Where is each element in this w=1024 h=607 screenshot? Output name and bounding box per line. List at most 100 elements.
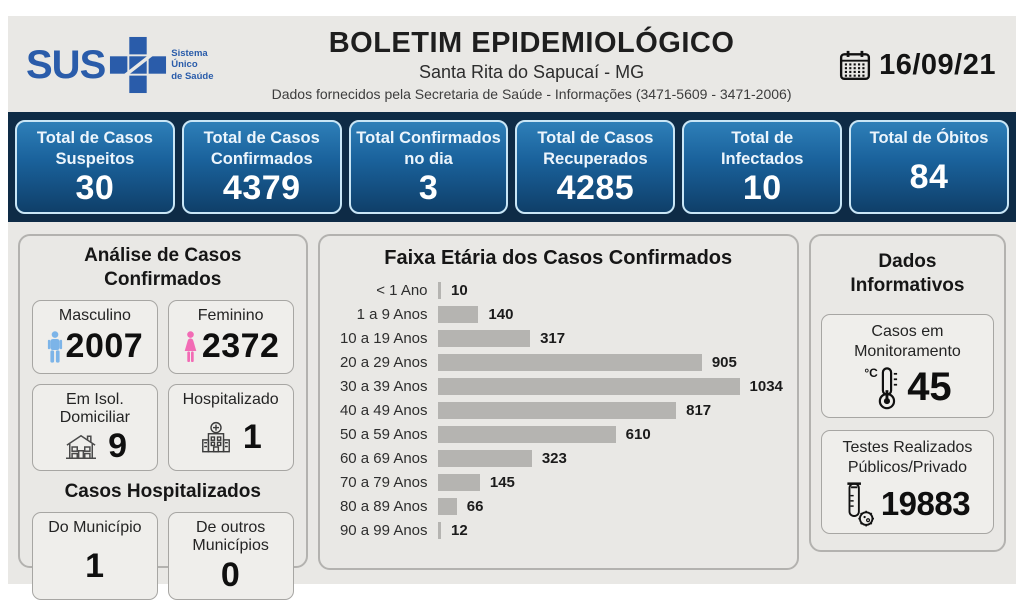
chart-bar [437, 450, 532, 467]
chart-value-label: 10 [451, 282, 468, 299]
sus-cross-icon [109, 34, 168, 96]
gender-cards: Masculino 2007 [32, 299, 294, 472]
sus-tagline: Sistema Único de Saúde [171, 48, 213, 82]
sus-logo: SUS Sistema Único de Saúde [18, 34, 234, 96]
stat-card-label: Total de Óbitos [869, 129, 989, 147]
metric-card-feminino: Feminino 2372 [167, 299, 294, 374]
chart-bar [437, 306, 479, 323]
sus-tagline-line: de Saúde [171, 70, 214, 82]
metric-card-label: De outros Municípios [192, 519, 269, 555]
hospital-icon [199, 421, 233, 455]
metric-card-isolamento: Em Isol. Domiciliar [32, 383, 158, 472]
bulletin-subtitle: Santa Rita do Sapucaí - MG [418, 61, 645, 82]
metric-card-label: Feminino [197, 306, 264, 324]
chart-value-label: 323 [541, 450, 567, 467]
stat-card-value: 4379 [222, 169, 301, 208]
metric-card-masculino: Masculino 2007 [32, 299, 158, 374]
metric-card-label: Em Isol. Domiciliar [59, 390, 130, 426]
info-line: Dados fornecidos pela Secretaria de Saúd… [271, 85, 792, 102]
metric-card-label: Do Município [48, 519, 142, 537]
chart-row: < 1 Ano 10 [334, 282, 783, 299]
chart-title: Faixa Etária dos Casos Confirmados [384, 247, 733, 269]
chart-value-label: 610 [625, 426, 651, 443]
chart-category-label: 70 a 79 Anos [339, 474, 428, 491]
chart-bar [437, 498, 457, 515]
stat-card-value: 84 [909, 157, 949, 196]
chart-row: 20 a 29 Anos 905 [334, 354, 783, 371]
stat-card-label: Total de Casos Suspeitos [36, 129, 153, 168]
testtube-icon [845, 480, 879, 528]
house-icon [62, 432, 100, 462]
chart-bar [437, 330, 531, 347]
info-card-label: Testes Realizados Públicos/Privado [842, 438, 973, 476]
analysis-panel: Análise de Casos Confirmados Masculino [18, 234, 308, 600]
stat-card-suspeitos: Total de Casos Suspeitos 30 [15, 120, 175, 214]
metric-card-outros-municipios: De outros Municípios 0 [167, 512, 294, 600]
chart-category-label: 40 a 49 Anos [339, 402, 428, 419]
info-card-testes: Testes Realizados Públicos/Privado [820, 429, 994, 534]
stat-card-value: 30 [75, 169, 115, 208]
metric-card-label: Hospitalizado [182, 390, 279, 408]
header: SUS Sistema Único de Saúde [8, 16, 1016, 112]
summary-band: Total de Casos Suspeitos 30 Total de Cas… [8, 112, 1016, 222]
info-card-label: Casos em Monitoramento [854, 322, 961, 360]
metric-card-value: 1 [242, 418, 263, 457]
stat-card-confirmados-dia: Total Confirmados no dia 3 [348, 120, 509, 214]
thermometer-icon: °C [863, 364, 905, 412]
stat-card-label: Total de Casos Confirmados [203, 129, 320, 168]
sus-tagline-line: Sistema [171, 47, 208, 59]
chart-bar [437, 402, 677, 419]
stat-card-label: Total de Infectados [720, 129, 804, 168]
age-chart-panel: Faixa Etária dos Casos Confirmados < 1 A… [317, 234, 799, 570]
hospitalized-cards: Do Município 1 De outros Municípios 0 [32, 512, 294, 600]
chart-row: 50 a 59 Anos 610 [334, 426, 783, 443]
info-card-monitoramento: Casos em Monitoramento °C [820, 313, 994, 418]
chart-bar [437, 354, 702, 371]
chart-category-label: 30 a 39 Anos [339, 378, 428, 395]
chart-row: 60 a 69 Anos 323 [334, 450, 783, 467]
info-card-value: 45 [907, 365, 952, 409]
chart-bar [437, 474, 480, 491]
chart-row: 10 a 19 Anos 317 [334, 330, 783, 347]
bulletin-title: BOLETIM EPIDEMIOLÓGICO [328, 27, 735, 60]
header-center: BOLETIM EPIDEMIOLÓGICO Santa Rita do Sap… [234, 27, 829, 102]
main-content: Análise de Casos Confirmados Masculino [8, 222, 1016, 600]
chart-value-label: 12 [451, 522, 468, 539]
chart-row: 30 a 39 Anos 1034 [334, 378, 783, 395]
stat-card-label: Total Confirmados no dia [356, 129, 501, 168]
metric-card-hospitalizado: Hospitalizado [167, 383, 294, 472]
stat-card-value: 4285 [556, 169, 635, 208]
chart-bar [437, 522, 442, 539]
stat-card-recuperados: Total de Casos Recuperados 4285 [515, 120, 676, 214]
age-chart: < 1 Ano 10 1 a 9 Anos 140 10 a 19 Anos 317 20 … [334, 282, 783, 539]
calendar-icon [839, 50, 871, 81]
chart-value-label: 317 [540, 330, 566, 347]
stat-card-infectados: Total de Infectados 10 [682, 120, 843, 214]
info-card-value: 19883 [880, 484, 971, 522]
chart-category-label: 90 a 99 Anos [339, 522, 428, 539]
chart-row: 70 a 79 Anos 145 [334, 474, 783, 491]
male-icon [47, 330, 63, 363]
svg-text:°C: °C [865, 366, 879, 380]
metric-card-municipio: Do Município 1 [32, 512, 158, 600]
date-block: 16/09/21 [829, 49, 1002, 82]
sus-tagline-line: Único [171, 59, 198, 71]
chart-category-label: 50 a 59 Anos [339, 426, 428, 443]
chart-category-label: 10 a 19 Anos [339, 330, 428, 347]
chart-category-label: 20 a 29 Anos [339, 354, 428, 371]
chart-row: 90 a 99 Anos 12 [334, 522, 783, 539]
chart-bar [437, 378, 740, 395]
chart-value-label: 1034 [749, 378, 783, 395]
chart-value-label: 905 [711, 354, 737, 371]
stat-card-obitos: Total de Óbitos 84 [849, 120, 1009, 214]
report-date: 16/09/21 [879, 48, 996, 81]
chart-row: 1 a 9 Anos 140 [334, 306, 783, 323]
chart-category-label: 80 a 89 Anos [339, 498, 428, 515]
chart-row: 80 a 89 Anos 66 [334, 498, 783, 515]
metric-card-value: 9 [108, 427, 128, 466]
chart-row: 40 a 49 Anos 817 [334, 402, 783, 419]
metric-card-value: 1 [85, 546, 105, 585]
female-icon [182, 330, 199, 363]
chart-value-label: 817 [686, 402, 712, 419]
hospitalized-section-title: Casos Hospitalizados [64, 481, 261, 503]
